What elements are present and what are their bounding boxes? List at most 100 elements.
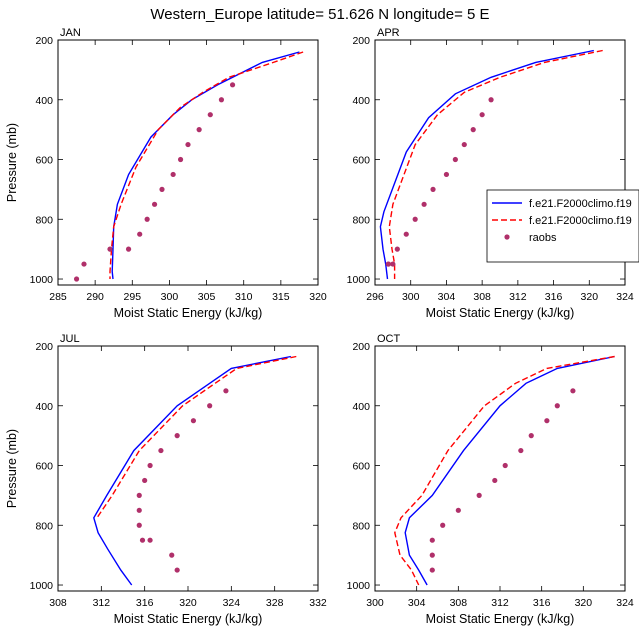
x-tick-label: 324 <box>223 597 241 609</box>
x-tick-label: 308 <box>450 597 468 609</box>
raobs-point <box>81 261 87 267</box>
raobs-point <box>229 82 236 88</box>
raobs-point <box>403 231 409 237</box>
legend-box <box>486 189 639 263</box>
raobs-point <box>492 477 498 484</box>
raobs-point <box>488 97 494 103</box>
plot-frame <box>57 39 319 286</box>
raobs-point <box>174 433 180 439</box>
legend-marker <box>504 234 510 240</box>
plot-frame <box>374 345 626 592</box>
figure-title: Western_Europe latitude= 51.626 N longit… <box>150 6 489 23</box>
raobs-point <box>136 507 142 513</box>
y-tick-label: 400 <box>35 95 53 107</box>
x-tick-label: 320 <box>309 291 327 303</box>
raobs-point <box>158 447 164 454</box>
raobs-point <box>412 216 418 222</box>
y-tick-label: 1000 <box>30 580 54 592</box>
y-tick-label: 200 <box>35 35 53 47</box>
raobs-point <box>136 522 142 528</box>
raobs-point <box>185 141 191 148</box>
x-tick-label: 304 <box>408 597 426 609</box>
y-tick-label: 200 <box>35 341 53 353</box>
x-tick-label: 304 <box>438 291 456 303</box>
raobs-point <box>169 552 175 558</box>
x-tick-label: 312 <box>491 597 509 609</box>
raobs-point <box>479 112 485 118</box>
x-axis-label: Moist Static Energy (kJ/kg) <box>114 306 263 320</box>
y-axis-label: Pressure (mb) <box>5 429 19 508</box>
raobs-point <box>125 246 132 252</box>
series-line-solid <box>404 355 615 586</box>
x-tick-label: 312 <box>509 291 527 303</box>
series-line-dashed <box>96 355 297 519</box>
panel-title: JAN <box>60 27 81 39</box>
x-axis-label: Moist Static Energy (kJ/kg) <box>426 306 575 320</box>
raobs-point <box>147 462 153 469</box>
raobs-point <box>440 522 446 528</box>
raobs-point <box>147 537 153 543</box>
x-tick-label: 300 <box>161 291 179 303</box>
raobs-point <box>136 492 142 498</box>
raobs-point <box>385 261 391 267</box>
series-line-solid <box>111 51 300 280</box>
raobs-point <box>394 246 400 252</box>
x-tick-label: 316 <box>545 291 563 303</box>
series-line-dashed <box>109 51 304 279</box>
x-tick-label: 320 <box>575 597 593 609</box>
raobs-point <box>429 552 435 558</box>
x-tick-label: 315 <box>272 291 290 303</box>
x-tick-label: 324 <box>616 597 634 609</box>
raobs-point <box>207 112 213 118</box>
y-tick-label: 600 <box>35 155 53 167</box>
raobs-point <box>570 388 576 394</box>
raobs-point <box>196 127 202 133</box>
x-tick-label: 300 <box>366 597 384 609</box>
x-tick-label: 285 <box>49 291 67 303</box>
raobs-point <box>429 567 435 573</box>
legend-label: raobs <box>529 232 557 244</box>
x-tick-label: 312 <box>93 597 111 609</box>
raobs-point <box>207 403 213 409</box>
panel-title: JUL <box>60 333 80 345</box>
y-tick-label: 800 <box>352 214 370 226</box>
x-tick-label: 320 <box>581 291 599 303</box>
y-tick-label: 200 <box>352 341 370 353</box>
series-line-solid <box>379 49 594 280</box>
x-tick-label: 308 <box>473 291 491 303</box>
raobs-point <box>144 216 150 222</box>
legend-label: f.e21.F2000climo.f19 <box>529 198 632 210</box>
raobs-point <box>73 276 80 282</box>
raobs-point <box>430 186 436 192</box>
x-tick-label: 316 <box>136 597 154 609</box>
panel-jan: JAN 285 290 295 300 305 310 315 320 200 400 600 800 1… <box>5 27 327 320</box>
y-tick-label: 1000 <box>30 274 54 286</box>
panel-oct: OCT 300 304 308 312 316 320 324 200 400 600 800 1000… <box>347 333 634 626</box>
raobs-point <box>455 507 461 513</box>
x-tick-label: 300 <box>402 291 420 303</box>
y-tick-label: 400 <box>352 401 370 413</box>
legend-label: f.e21.F2000climo.f19 <box>529 215 632 227</box>
raobs-point <box>174 567 180 573</box>
raobs-point <box>470 127 476 133</box>
raobs-point <box>429 537 435 543</box>
raobs-point <box>177 156 184 163</box>
series-line-dashed <box>388 49 603 279</box>
x-tick-label: 310 <box>235 291 253 303</box>
x-tick-label: 332 <box>309 597 327 609</box>
raobs-point <box>137 231 143 237</box>
raobs-point <box>544 418 550 424</box>
x-tick-label: 328 <box>266 597 284 609</box>
x-axis-label: Moist Static Energy (kJ/kg) <box>426 612 575 626</box>
panel-jul: JUL 308 312 316 320 324 328 332 200 400 600 800 1000… <box>5 333 327 626</box>
y-tick-label: 800 <box>352 520 370 532</box>
y-tick-label: 1000 <box>347 274 371 286</box>
panel-apr: APR 296 300 304 308 312 316 320 324 200 400 600 800 1… <box>347 27 634 320</box>
series-line-dashed <box>394 355 615 586</box>
raobs-point <box>518 447 524 454</box>
raobs-point <box>476 492 482 498</box>
y-tick-label: 800 <box>35 214 53 226</box>
raobs-point <box>139 537 146 543</box>
raobs-point <box>223 388 229 394</box>
